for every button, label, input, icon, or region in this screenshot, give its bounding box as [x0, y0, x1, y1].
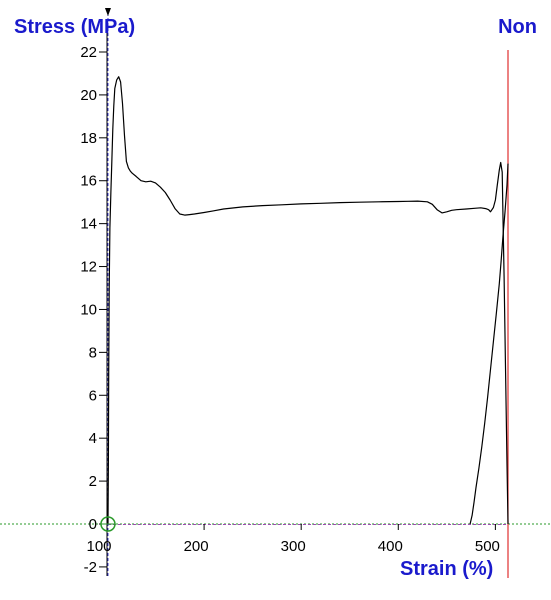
x-tick-label: 400 [378, 538, 403, 555]
y-tick-label: 12 [80, 259, 97, 276]
y-tick-label: 10 [80, 301, 97, 318]
y-tick-label: -2 [84, 559, 97, 576]
y-tick-label: 4 [89, 430, 97, 447]
x-tick-label: 200 [184, 538, 209, 555]
x-tick-label: 500 [475, 538, 500, 555]
series-line-1 [107, 76, 509, 525]
x-axis-label: Strain (%) [400, 558, 494, 580]
y-tick-label: 0 [89, 516, 97, 533]
x-tick-label: 100 [86, 538, 111, 555]
y-tick-label: 18 [80, 130, 97, 147]
y-ticks: -2 0 2 4 6 8 10 12 14 16 18 20 22 [80, 44, 107, 576]
y-tick-label: 2 [89, 473, 97, 490]
y-tick-label: 20 [80, 87, 97, 104]
origin-marker-group [100, 8, 116, 532]
y-tick-label: 22 [80, 44, 97, 61]
y-axis-label: Stress (MPa) [14, 16, 136, 38]
y-tick-label: 14 [80, 216, 97, 233]
mode-label: Non [498, 16, 537, 38]
x-ticks: 100 200 300 400 500 [86, 524, 500, 555]
series-line-2 [469, 163, 509, 525]
series-lines [107, 76, 509, 525]
start-marker-pointer [104, 8, 111, 16]
y-tick-label: 6 [89, 387, 97, 404]
x-tick-label: 300 [281, 538, 306, 555]
y-tick-label: 8 [89, 344, 97, 361]
y-tick-label: 16 [80, 173, 97, 190]
